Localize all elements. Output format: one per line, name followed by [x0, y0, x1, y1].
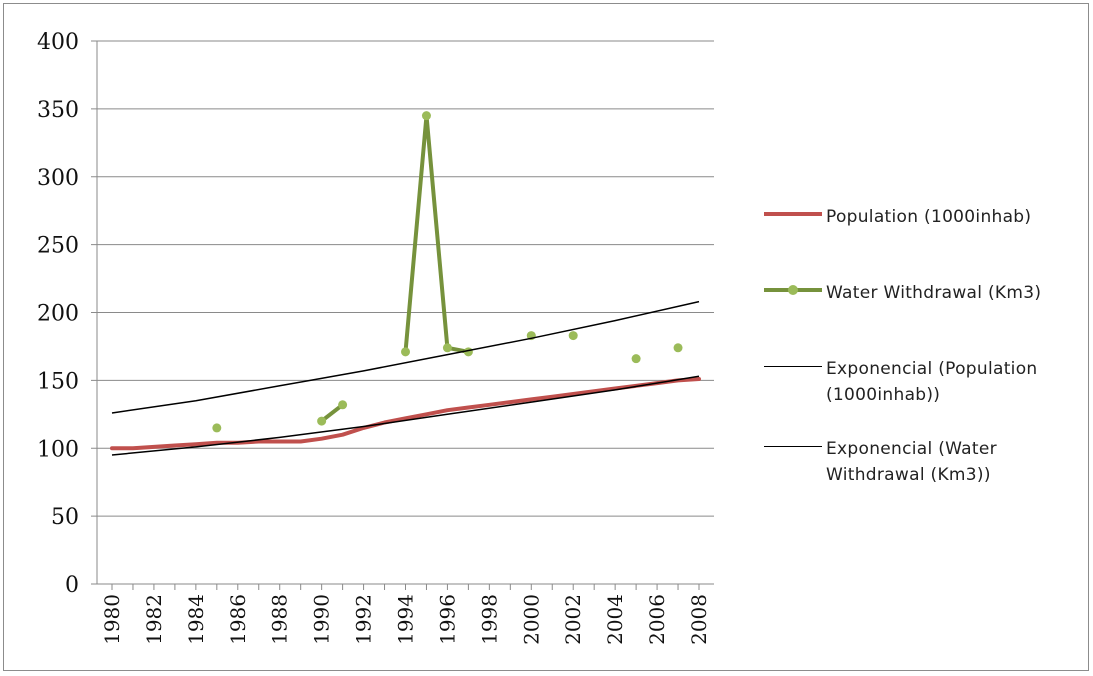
data-point: [317, 416, 327, 426]
series-line: [110, 377, 701, 451]
x-tick-labels: 1980 1982 1984 1986 1988 1990 1992 1994 1996 1998…: [100, 594, 711, 645]
data-point: [338, 400, 348, 410]
x-tick-label: 1998: [477, 594, 501, 645]
series-1: [212, 111, 683, 433]
legend-label-line: (1000inhab)): [826, 385, 941, 405]
data-point: [568, 331, 578, 341]
x-tick-label: 2002: [561, 594, 585, 645]
x-tick-label: 1994: [394, 594, 418, 645]
series-line-segment: [403, 113, 469, 354]
legend-label-exp-population: Exponencial (Population (1000inhab)): [826, 356, 1037, 408]
y-tick-label: 200: [37, 302, 79, 327]
legend-key-population: [764, 204, 826, 224]
chart-frame: 0 50 100 150 200 250 300 350 400 1980 1982 1984 198…: [3, 3, 1089, 671]
x-tick-label: 2004: [603, 594, 627, 645]
legend-label-line: Exponencial (Population: [826, 359, 1038, 379]
data-point: [401, 347, 410, 357]
legend-key-water-withdrawal: [764, 280, 826, 300]
series-2: [111, 375, 700, 456]
data-point: [442, 343, 452, 353]
legend-label-water-withdrawal: Water Withdrawal (Km3): [826, 283, 1042, 303]
trendline: [111, 375, 700, 456]
series-0: [110, 377, 701, 451]
x-tick-label: 1980: [100, 594, 124, 645]
legend-key-exp-population: [764, 356, 826, 376]
axes: [91, 40, 714, 590]
gridlines: [97, 40, 714, 517]
y-tick-label: 350: [37, 98, 79, 123]
legend-label-population: Population (1000inhab): [826, 207, 1032, 227]
y-tick-label: 300: [37, 166, 79, 191]
legend-key-exp-water: [764, 436, 826, 456]
x-tick-label: 1992: [352, 594, 376, 645]
legend-item-water-withdrawal: Water Withdrawal (Km3): [764, 280, 1084, 306]
legend-item-exp-water: Exponencial (Water Withdrawal (Km3)): [764, 436, 1084, 488]
x-tick-label: 1982: [142, 594, 166, 645]
data-point: [673, 343, 683, 353]
x-tick-label: 2006: [645, 594, 669, 645]
data-point: [212, 423, 222, 433]
x-tick-label: 2000: [519, 594, 543, 645]
y-tick-label: 100: [37, 437, 79, 462]
series-layer: [110, 111, 701, 456]
x-tick-label: 1986: [226, 594, 250, 645]
y-tick-label: 0: [65, 573, 79, 598]
series-3: [111, 300, 700, 414]
legend-label-exp-water: Exponencial (Water Withdrawal (Km3)): [826, 436, 997, 488]
legend-item-exp-population: Exponencial (Population (1000inhab)): [764, 356, 1084, 408]
x-tick-label: 1984: [184, 594, 208, 645]
y-tick-label: 400: [37, 30, 79, 55]
y-tick-label: 50: [51, 505, 79, 530]
x-tick-label: 1988: [268, 594, 292, 645]
x-tick-label: 2008: [687, 594, 711, 645]
x-tick-label: 1996: [435, 594, 459, 645]
legend-label-line: Exponencial (Water: [826, 439, 997, 459]
y-tick-label: 250: [37, 234, 79, 259]
data-point: [631, 354, 641, 364]
x-tick-label: 1990: [310, 594, 334, 645]
y-tick-labels: 0 50 100 150 200 250 300 350 400: [37, 30, 79, 598]
data-point: [421, 111, 431, 121]
legend-item-population: Population (1000inhab): [764, 204, 1084, 230]
legend-label-line: Withdrawal (Km3)): [826, 465, 991, 485]
trendline: [111, 300, 700, 414]
y-tick-label: 150: [37, 369, 79, 394]
